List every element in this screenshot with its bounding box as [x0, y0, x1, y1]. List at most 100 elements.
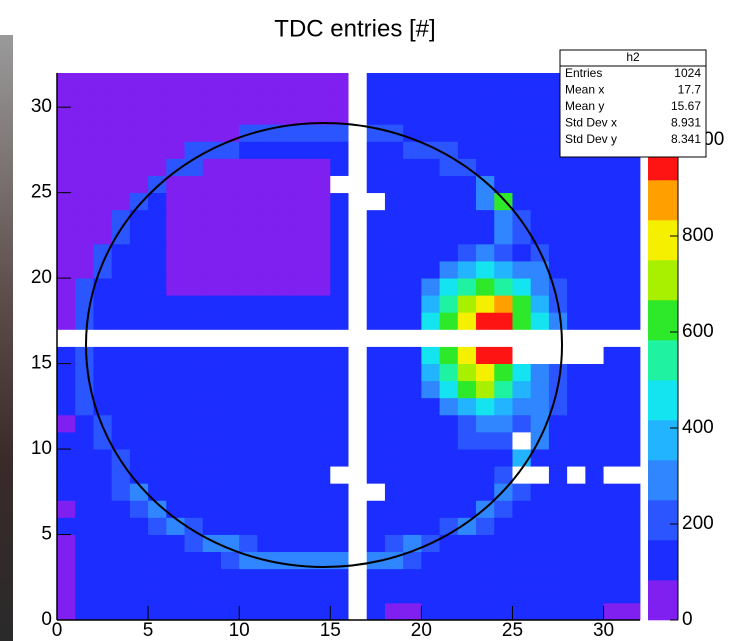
cell — [185, 603, 204, 620]
cell — [512, 432, 531, 449]
cell — [294, 261, 313, 278]
cell — [367, 466, 386, 483]
cell — [148, 244, 167, 261]
cell — [549, 449, 568, 466]
cell — [349, 449, 368, 466]
cell — [239, 415, 258, 432]
cell — [494, 107, 513, 124]
cell — [585, 500, 604, 517]
cell — [185, 176, 204, 193]
cell — [622, 312, 641, 329]
cell — [585, 176, 604, 193]
cell — [257, 483, 276, 500]
cell — [148, 278, 167, 295]
cell — [257, 500, 276, 517]
cell — [185, 449, 204, 466]
cell — [494, 73, 513, 90]
cell — [276, 466, 295, 483]
stats-box: h2 Entries1024Mean x17.7Mean y15.67Std D… — [560, 50, 706, 157]
cell — [604, 449, 623, 466]
cell — [221, 261, 240, 278]
cell — [367, 432, 386, 449]
cell — [585, 329, 604, 346]
cell — [458, 73, 477, 90]
cell — [185, 552, 204, 569]
cell — [312, 586, 331, 603]
cell — [93, 381, 112, 398]
cell — [549, 312, 568, 329]
cell — [112, 552, 131, 569]
cell — [330, 483, 349, 500]
cell — [385, 381, 404, 398]
cell — [294, 210, 313, 227]
cell — [385, 535, 404, 552]
cell — [421, 517, 440, 534]
cell — [185, 586, 204, 603]
cell — [203, 329, 222, 346]
cell — [440, 176, 459, 193]
cell — [330, 73, 349, 90]
cell — [112, 158, 131, 175]
cell — [166, 244, 185, 261]
cell — [221, 295, 240, 312]
cell — [622, 415, 641, 432]
cell — [531, 569, 550, 586]
cell — [312, 158, 331, 175]
cell — [622, 227, 641, 244]
cell — [148, 432, 167, 449]
cell — [458, 586, 477, 603]
cell — [531, 278, 550, 295]
cell — [75, 535, 94, 552]
cell — [421, 603, 440, 620]
cell — [476, 483, 495, 500]
cell — [130, 500, 149, 517]
cell — [148, 124, 167, 141]
cell — [604, 517, 623, 534]
cell — [476, 364, 495, 381]
cell — [166, 449, 185, 466]
cell — [385, 347, 404, 364]
stats-value: 17.7 — [678, 83, 702, 97]
cell — [494, 124, 513, 141]
cell — [622, 278, 641, 295]
cell — [148, 398, 167, 415]
cell — [75, 124, 94, 141]
cell — [622, 329, 641, 346]
cell — [257, 295, 276, 312]
cell — [257, 124, 276, 141]
cell — [585, 381, 604, 398]
cell — [330, 364, 349, 381]
cell — [349, 483, 368, 500]
cell — [257, 466, 276, 483]
cell — [57, 329, 76, 346]
cell — [385, 415, 404, 432]
cell — [567, 210, 586, 227]
cell — [185, 278, 204, 295]
cell — [257, 535, 276, 552]
cell — [330, 603, 349, 620]
cell — [604, 603, 623, 620]
cell — [57, 603, 76, 620]
cell — [567, 466, 586, 483]
cell — [622, 466, 641, 483]
cell — [112, 364, 131, 381]
cell — [476, 244, 495, 261]
cell — [604, 381, 623, 398]
cell — [57, 517, 76, 534]
cell — [221, 381, 240, 398]
cell — [494, 210, 513, 227]
cell — [221, 398, 240, 415]
cell — [531, 586, 550, 603]
cell — [112, 329, 131, 346]
cell — [166, 73, 185, 90]
cell — [130, 381, 149, 398]
cell — [257, 244, 276, 261]
cell — [567, 535, 586, 552]
cell — [166, 466, 185, 483]
cell — [604, 261, 623, 278]
cell — [239, 535, 258, 552]
cell — [549, 261, 568, 278]
cell — [367, 141, 386, 158]
cell — [349, 141, 368, 158]
cell — [57, 347, 76, 364]
